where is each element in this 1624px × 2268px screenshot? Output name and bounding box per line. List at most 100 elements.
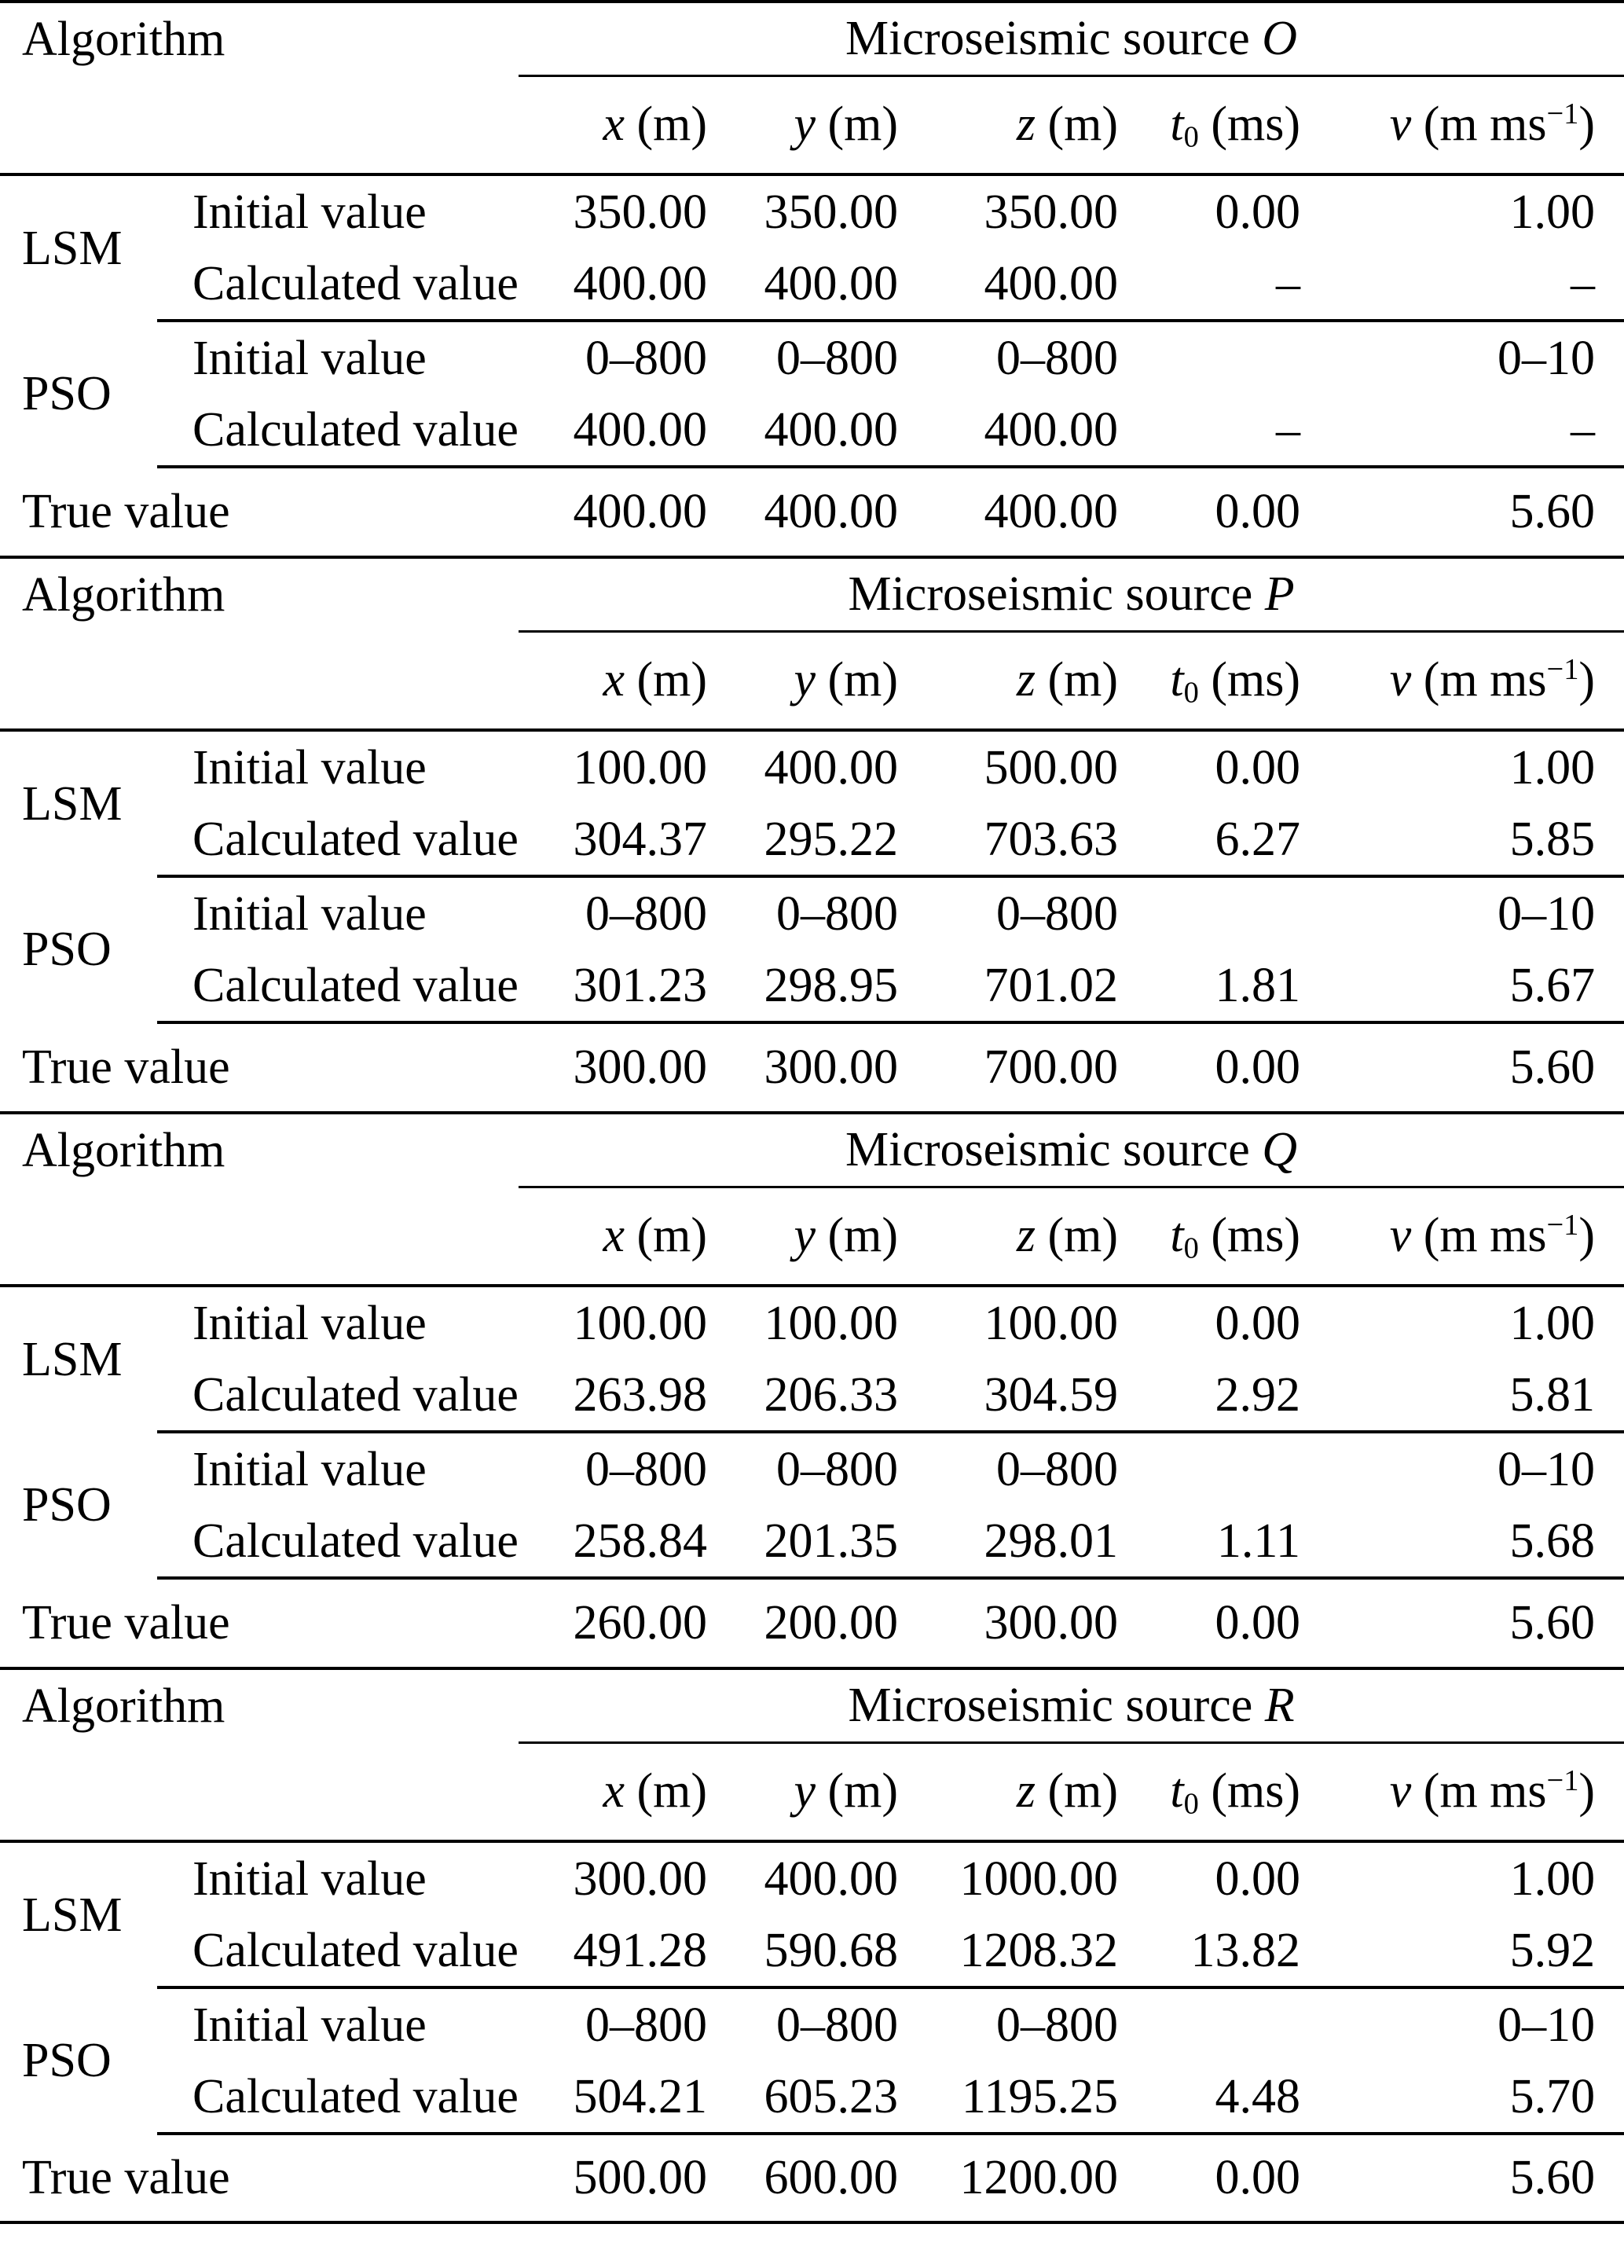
value-cell: 0–800 <box>585 331 708 385</box>
algorithm-pso: PSO <box>22 1477 112 1532</box>
col-header-y: y (m) <box>707 631 899 732</box>
true-value-label: True value <box>22 485 230 538</box>
value-cell: 5.68 <box>1300 1506 1624 1580</box>
value-cell: 5.70 <box>1300 2061 1624 2135</box>
value-cell: 700.00 <box>984 1040 1119 1094</box>
algorithm-header: Algorithm <box>22 567 225 622</box>
value-cell: 1.00 <box>1509 1296 1596 1350</box>
col-header-x: x (m) <box>519 1742 708 1843</box>
value-cell: 0.00 <box>1215 2151 1301 2204</box>
value-cell: 0–800 <box>996 1998 1119 2052</box>
value-cell: 400.00 <box>764 1851 899 1906</box>
value-cell: 304.37 <box>519 804 708 878</box>
value-cell: 400.00 <box>519 248 708 322</box>
value-cell: 0–800 <box>585 1442 708 1496</box>
value-cell: 258.84 <box>519 1506 708 1580</box>
value-cell: 1200.00 <box>959 2151 1119 2204</box>
value-cell: 400.00 <box>707 248 899 322</box>
value-cell: 298.01 <box>898 1506 1119 1580</box>
value-cell: 5.67 <box>1300 950 1624 1024</box>
value-cell <box>1118 876 1300 950</box>
value-cell: 0–800 <box>776 331 899 385</box>
value-cell: 1000.00 <box>959 1851 1119 1906</box>
row-label: Initial value <box>192 331 427 385</box>
source-letter: Q <box>1262 1122 1298 1176</box>
col-header-x: x (m) <box>519 1187 708 1287</box>
row-label: Calculated value <box>157 395 519 468</box>
source-title: Microseismic source R <box>519 1668 1624 1744</box>
value-cell: 13.82 <box>1118 1915 1301 1989</box>
col-header-v: v (m ms−1) <box>1300 1187 1624 1287</box>
source-title: Microseismic source Q <box>519 1113 1624 1188</box>
value-cell: 201.35 <box>707 1506 899 1580</box>
col-header-y: y (m) <box>707 1742 899 1843</box>
row-label: Calculated value <box>157 1915 519 1989</box>
value-cell: 605.23 <box>707 2061 899 2135</box>
value-cell: 350.00 <box>764 185 899 239</box>
value-cell: 400.00 <box>898 248 1119 322</box>
value-cell: 1.81 <box>1118 950 1301 1024</box>
col-header-t0: t0 (ms) <box>1118 631 1301 732</box>
algorithm-pso: PSO <box>22 366 112 420</box>
value-cell: 4.48 <box>1118 2061 1301 2135</box>
algorithm-lsm: LSM <box>22 776 123 831</box>
value-cell: 600.00 <box>764 2151 899 2204</box>
value-cell: 0–800 <box>996 1442 1119 1496</box>
empty-cell <box>0 1187 519 1287</box>
value-cell: 0–800 <box>585 886 708 941</box>
value-cell: 200.00 <box>764 1596 899 1650</box>
value-cell: 1.00 <box>1509 1851 1596 1906</box>
value-cell: 1195.25 <box>898 2061 1119 2135</box>
row-label: Initial value <box>192 886 427 941</box>
value-cell: 6.27 <box>1118 804 1301 878</box>
source-letter: O <box>1262 11 1298 65</box>
value-cell: 491.28 <box>519 1915 708 1989</box>
source-p-table: Algorithm Microseismic source P x (m) y … <box>0 556 1624 1111</box>
value-cell: 0–800 <box>776 1998 899 2052</box>
value-cell: 260.00 <box>573 1596 708 1650</box>
value-cell: 0.00 <box>1215 1040 1301 1094</box>
value-cell: 0–800 <box>996 331 1119 385</box>
value-cell: 400.00 <box>764 485 899 538</box>
value-cell: 400.00 <box>519 395 708 468</box>
empty-cell <box>0 1742 519 1843</box>
col-header-z: z (m) <box>898 75 1119 176</box>
col-header-x: x (m) <box>519 75 708 176</box>
row-label: Initial value <box>192 1998 427 2052</box>
value-cell: 0.00 <box>1215 185 1301 239</box>
row-label: Calculated value <box>157 804 519 878</box>
row-label: Initial value <box>192 1442 427 1496</box>
source-title-prefix: Microseismic source <box>848 567 1265 621</box>
empty-cell <box>0 75 519 176</box>
true-value-label: True value <box>22 1596 230 1650</box>
value-cell: 0–800 <box>776 886 899 941</box>
value-cell: – <box>1300 395 1624 468</box>
value-cell: 300.00 <box>764 1040 899 1094</box>
algorithm-header: Algorithm <box>22 1679 225 1733</box>
value-cell: – <box>1118 395 1301 468</box>
source-r-table: Algorithm Microseismic source R x (m) y … <box>0 1667 1624 2224</box>
value-cell: 0.00 <box>1215 1851 1301 1906</box>
col-header-z: z (m) <box>898 1187 1119 1287</box>
algorithm-lsm: LSM <box>22 1332 123 1386</box>
row-label: Initial value <box>192 1296 427 1350</box>
source-title: Microseismic source P <box>519 557 1624 633</box>
col-header-z: z (m) <box>898 631 1119 732</box>
value-cell: 304.59 <box>898 1360 1119 1433</box>
value-cell: 300.00 <box>573 1851 708 1906</box>
value-cell: 5.60 <box>1509 2151 1596 2204</box>
algorithm-pso: PSO <box>22 922 112 976</box>
value-cell: 0.00 <box>1215 1296 1301 1350</box>
value-cell: 1.11 <box>1118 1506 1301 1580</box>
value-cell: 5.60 <box>1509 1040 1596 1094</box>
value-cell: 500.00 <box>984 740 1119 795</box>
algorithm-pso: PSO <box>22 2033 112 2087</box>
value-cell: 301.23 <box>519 950 708 1024</box>
value-cell: 0–10 <box>1498 886 1596 941</box>
source-letter: R <box>1264 1678 1295 1732</box>
row-label: Calculated value <box>157 1360 519 1433</box>
value-cell: 0–10 <box>1498 1998 1596 2052</box>
value-cell: 0–800 <box>585 1998 708 2052</box>
value-cell: 1208.32 <box>898 1915 1119 1989</box>
